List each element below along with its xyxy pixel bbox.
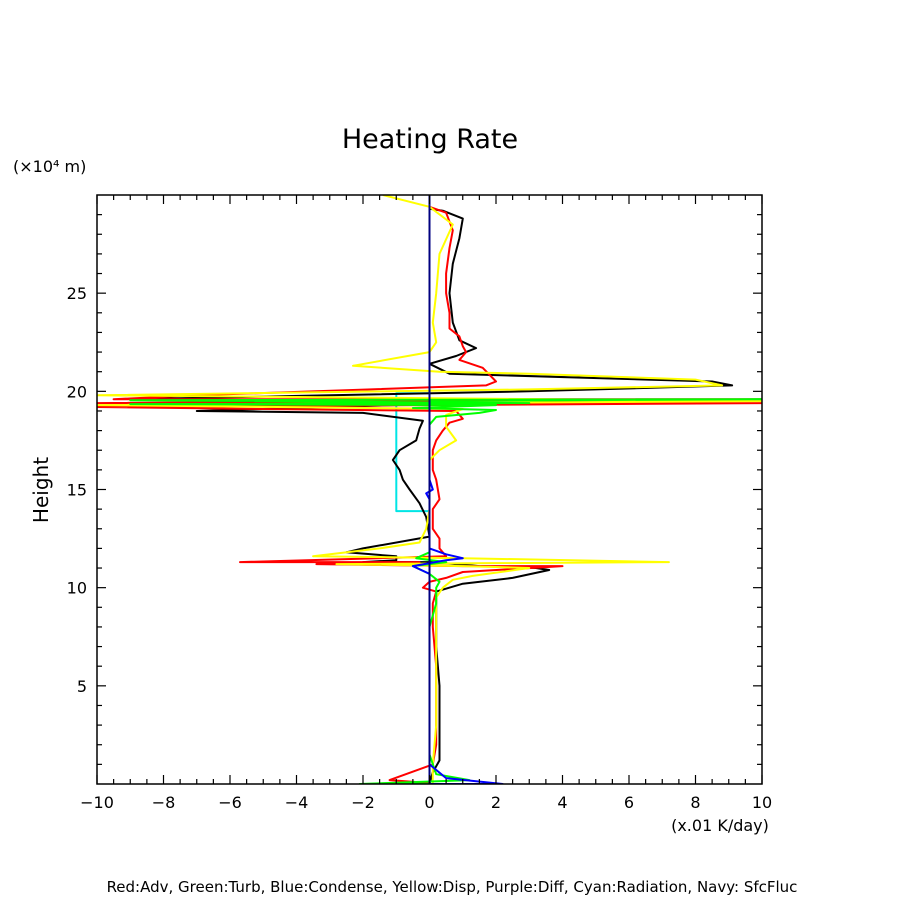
x-tick-label: −8 [152,793,176,812]
x-tick-label: 2 [491,793,501,812]
y-tick-label: 15 [67,481,87,500]
x-unit-label: (x.01 K/day) [671,816,769,835]
y-unit-label: (×10⁴ m) [13,157,86,176]
series-radiation [395,195,431,784]
x-tick-label: 0 [424,793,434,812]
x-tick-label: 6 [624,793,634,812]
series-adv [97,205,762,784]
x-tick-label: −6 [218,793,242,812]
x-tick-label: 10 [752,793,772,812]
x-tick-label: −10 [80,793,114,812]
plot-frame [96,194,763,785]
x-tick-label: 8 [690,793,700,812]
ticks-layer: −10 −8 −6 −4 −2 0 2 4 6 8 10 5 10 15 20 25 [67,195,772,812]
x-tick-label: −2 [351,793,375,812]
x-tick-label: −4 [285,793,309,812]
x-tick-label: 4 [557,793,567,812]
series-condense [411,195,504,784]
y-tick-label: 20 [67,382,87,401]
y-tick-label: 10 [67,579,87,598]
y-axis-label: Height [29,457,53,523]
chart-title: Heating Rate [342,124,518,155]
legend-footer: Red:Adv, Green:Turb, Blue:Condense, Yell… [107,878,798,896]
series-total [129,207,734,784]
y-tick-label: 5 [77,677,87,696]
series-layer [97,195,762,784]
y-tick-label: 25 [67,284,87,303]
